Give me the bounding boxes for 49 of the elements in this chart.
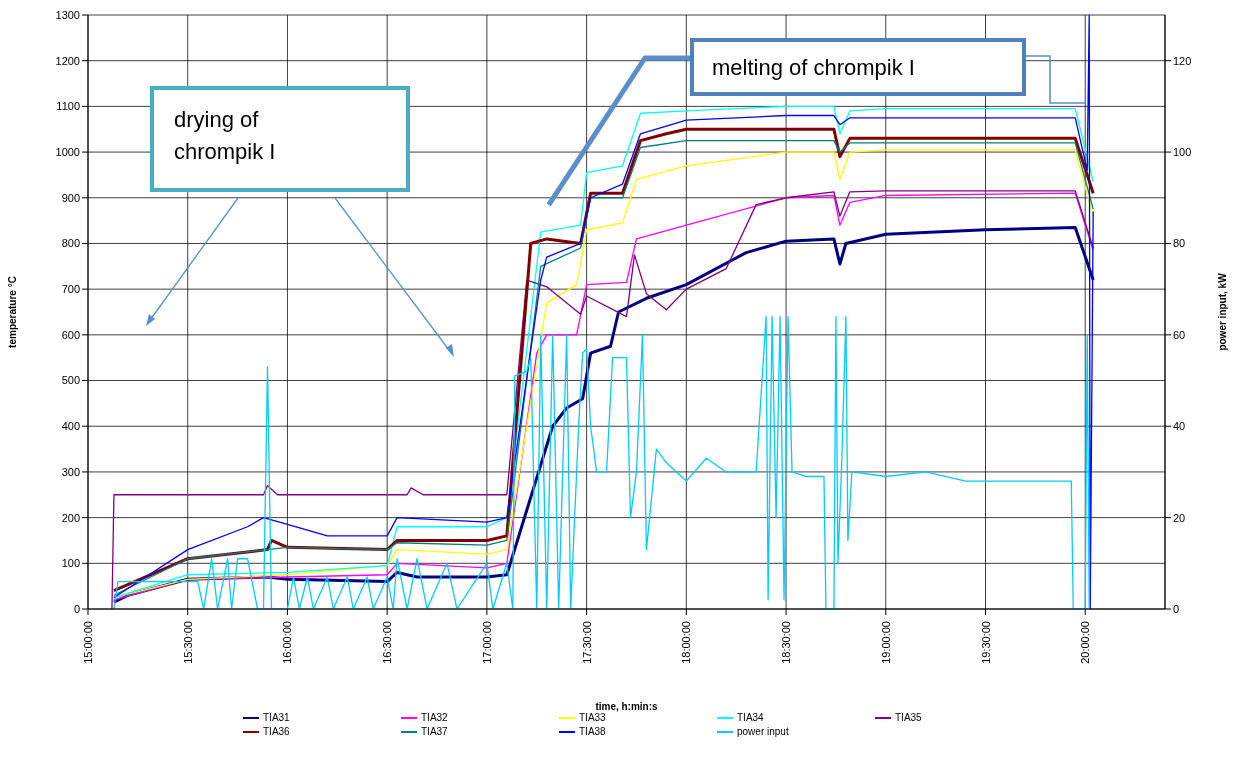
callout-box: drying of chrompik I [150, 86, 410, 192]
annotation: drying of chrompik I [174, 106, 277, 166]
y-tick-label: 600 [61, 328, 80, 341]
x-tick-label: 17:30:00 [580, 621, 593, 664]
y-tick-label: 200 [61, 511, 80, 524]
x-tick-label: 19:30:00 [979, 621, 992, 664]
y2-tick-label: 60 [1173, 328, 1186, 341]
y-axis-title: temperature °C [6, 276, 18, 348]
y2-tick-label: 0 [1173, 602, 1180, 615]
callout-box: melting of chrompik I [546, 38, 1086, 207]
x-tick-label: 15:30:00 [181, 621, 194, 664]
y-tick-label: 100 [61, 557, 80, 570]
legend-label: TIA33 [579, 711, 606, 723]
legend-label: TIA37 [421, 725, 448, 737]
y2-tick-label: 20 [1173, 511, 1186, 524]
y-tick-label: 1000 [55, 145, 80, 158]
annotation: melting of chrompik I [712, 55, 915, 80]
y-tick-label: 300 [61, 465, 80, 478]
y-tick-label: 1100 [56, 100, 80, 113]
legend-label: TIA36 [263, 725, 290, 737]
x-tick-label: 15:00:00 [82, 621, 94, 664]
y-tick-label: 400 [61, 420, 80, 433]
y2-tick-label: 100 [1173, 145, 1192, 158]
y-tick-label: 500 [61, 374, 80, 387]
legend-label: power input [737, 725, 789, 737]
legend-label: TIA38 [579, 725, 606, 737]
legend-label: TIA32 [421, 711, 448, 723]
y-tick-label: 700 [61, 283, 80, 296]
x-tick-label: 18:00:00 [680, 621, 693, 664]
y-tick-label: 0 [73, 602, 80, 615]
x-tick-label: 17:00:00 [480, 621, 493, 664]
y2-tick-label: 120 [1173, 54, 1192, 67]
legend-label: TIA35 [895, 711, 922, 723]
line-series [113, 315, 1090, 609]
x-tick-label: 18:30:00 [780, 621, 793, 664]
y2-tick-label: 80 [1173, 237, 1186, 250]
y2-tick-label: 40 [1173, 420, 1186, 433]
y-tick-label: 800 [61, 237, 80, 250]
y2-axis-title: power input, kW [1216, 272, 1228, 351]
x-tick-label: 16:00:00 [281, 621, 294, 664]
y-tick-label: 1200 [55, 54, 80, 67]
x-axis-title: time, h:min:s [595, 701, 659, 712]
legend-label: TIA31 [263, 711, 290, 723]
y-tick-label: 1300 [55, 8, 80, 21]
x-tick-label: 16:30:00 [381, 621, 394, 664]
y-tick-label: 900 [61, 191, 80, 204]
legend-label: TIA34 [737, 711, 764, 723]
x-tick-label: 19:00:00 [879, 621, 892, 664]
x-tick-label: 20:00:00 [1079, 621, 1092, 664]
